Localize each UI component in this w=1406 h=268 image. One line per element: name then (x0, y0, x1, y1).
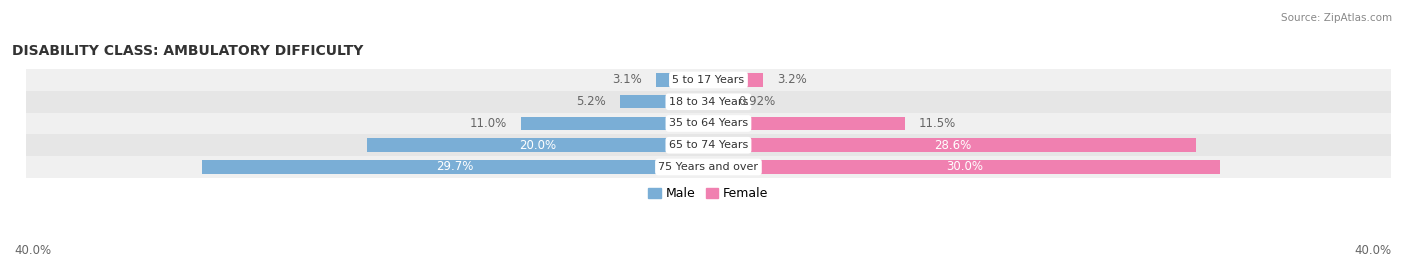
Bar (25, 156, 1391, 178)
Bar (709, 117, 904, 130)
Text: 40.0%: 40.0% (14, 244, 51, 257)
Bar (520, 117, 709, 130)
Bar (620, 95, 709, 109)
Bar (709, 139, 1197, 152)
Text: 30.0%: 30.0% (946, 161, 983, 173)
Bar (25, 113, 1391, 134)
Bar (709, 160, 1220, 174)
Text: 11.5%: 11.5% (918, 117, 956, 130)
Text: Source: ZipAtlas.com: Source: ZipAtlas.com (1281, 13, 1392, 23)
Bar (201, 160, 709, 174)
Bar (709, 73, 763, 87)
Text: 20.0%: 20.0% (519, 139, 557, 152)
Text: 5.2%: 5.2% (576, 95, 606, 108)
Text: 65 to 74 Years: 65 to 74 Years (669, 140, 748, 150)
Bar (655, 73, 709, 87)
Text: 28.6%: 28.6% (934, 139, 972, 152)
Legend: Male, Female: Male, Female (644, 183, 773, 206)
Text: 29.7%: 29.7% (436, 161, 474, 173)
Text: 75 Years and over: 75 Years and over (658, 162, 758, 172)
Bar (709, 95, 724, 109)
Bar (25, 91, 1391, 113)
Bar (367, 139, 709, 152)
Text: 3.1%: 3.1% (612, 73, 643, 87)
Text: 35 to 64 Years: 35 to 64 Years (669, 118, 748, 128)
Bar (25, 134, 1391, 156)
Text: 3.2%: 3.2% (776, 73, 807, 87)
Bar (25, 69, 1391, 91)
Text: 0.92%: 0.92% (738, 95, 775, 108)
Text: 5 to 17 Years: 5 to 17 Years (672, 75, 745, 85)
Text: DISABILITY CLASS: AMBULATORY DIFFICULTY: DISABILITY CLASS: AMBULATORY DIFFICULTY (13, 44, 364, 58)
Text: 40.0%: 40.0% (1355, 244, 1392, 257)
Text: 11.0%: 11.0% (470, 117, 508, 130)
Text: 18 to 34 Years: 18 to 34 Years (669, 97, 748, 107)
